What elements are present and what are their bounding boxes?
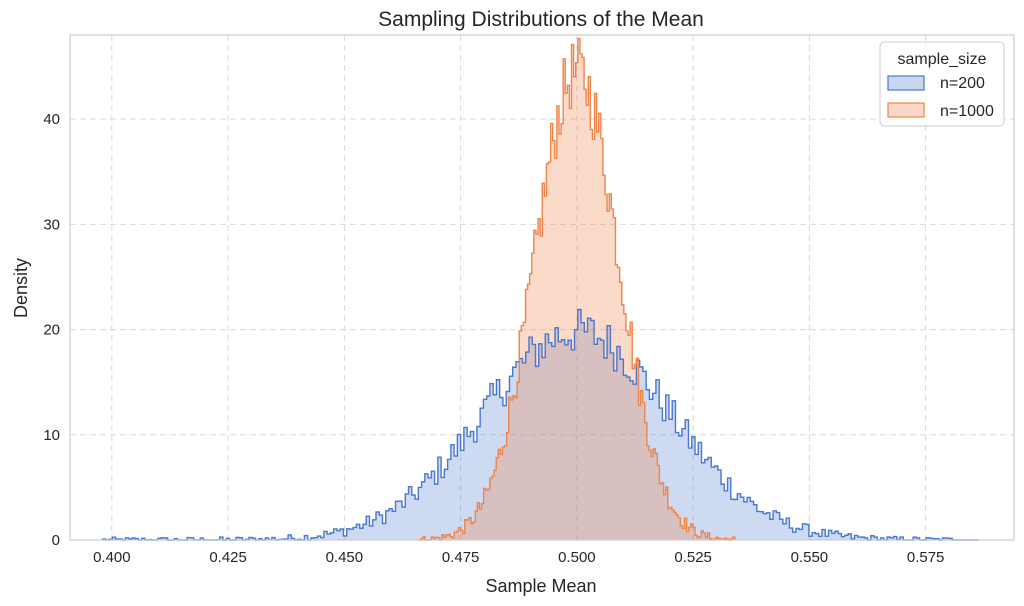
x-tick-label: 0.525 [674, 549, 712, 566]
y-tick-label: 30 [43, 216, 60, 233]
x-tick-label: 0.500 [558, 549, 596, 566]
chart-title: Sampling Distributions of the Mean [378, 8, 704, 31]
legend-label-n200: n=200 [940, 75, 985, 92]
y-tick-label: 40 [43, 111, 60, 128]
legend-swatch-n200 [887, 75, 925, 91]
legend: sample_size n=200 n=1000 [879, 41, 1005, 127]
y-tick-label: 20 [43, 322, 60, 339]
y-tick-label: 0 [52, 532, 60, 549]
y-tick-label: 10 [43, 427, 60, 444]
legend-title: sample_size [898, 51, 987, 68]
plot-frame [69, 34, 1015, 541]
histogram-fill-n200 [102, 309, 979, 540]
histogram-fill-n1000 [418, 38, 735, 540]
y-axis-label: Density [11, 258, 31, 318]
x-tick-label: 0.425 [209, 549, 247, 566]
legend-swatch-n1000 [887, 102, 925, 118]
x-tick-label: 0.550 [791, 549, 829, 566]
x-axis-label: Sample Mean [485, 576, 596, 596]
x-tick-label: 0.450 [326, 549, 364, 566]
axes: 0.400 0.425 0.450 0.475 0.500 0.525 0.550 0.575… [43, 34, 1015, 566]
x-tick-label: 0.575 [907, 549, 945, 566]
histogram-line-n1000 [418, 37, 736, 541]
legend-label-n1000: n=1000 [940, 103, 994, 120]
x-tick-label: 0.400 [93, 549, 131, 566]
x-tick-label: 0.475 [442, 549, 480, 566]
